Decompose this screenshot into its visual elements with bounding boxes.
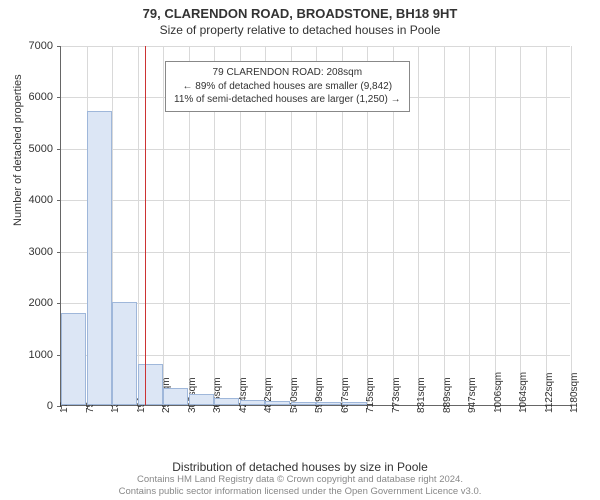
annotation-line-3: 11% of semi-detached houses are larger (… (174, 93, 401, 107)
x-tick-label: 831sqm (416, 377, 427, 413)
histogram-bar (87, 111, 112, 405)
x-tick-label: 1006sqm (493, 372, 504, 413)
gridline-v (444, 46, 445, 405)
histogram-bar (240, 400, 265, 405)
plot-wrap: 0100020003000400050006000700017sqm75sqm1… (60, 46, 570, 406)
x-tick-label: 1122sqm (544, 373, 555, 413)
annotation-line-1: 79 CLARENDON ROAD: 208sqm (174, 66, 401, 80)
histogram-bar (138, 364, 163, 405)
y-tick-label: 4000 (29, 194, 61, 206)
x-tick-label: 773sqm (391, 377, 402, 413)
histogram-bar (214, 398, 239, 405)
histogram-bar (189, 394, 214, 405)
gridline-v (546, 46, 547, 405)
gridline-v (495, 46, 496, 405)
y-axis-label: Number of detached properties (12, 74, 24, 226)
histogram-bar (316, 402, 341, 405)
footer-line-2: Contains public sector information licen… (0, 486, 600, 498)
chart-subtitle: Size of property relative to detached ho… (0, 21, 600, 37)
reference-line (145, 46, 146, 405)
x-tick-label: 657sqm (340, 377, 351, 413)
x-tick-label: 540sqm (289, 377, 300, 413)
histogram-bar (291, 402, 316, 405)
histogram-bar (265, 401, 290, 405)
x-tick-label: 947sqm (467, 377, 478, 413)
y-tick-label: 3000 (29, 246, 61, 258)
x-tick-label: 599sqm (314, 377, 325, 413)
x-tick-label: 889sqm (442, 377, 453, 413)
x-tick-label: 715sqm (365, 377, 376, 413)
y-tick-label: 2000 (29, 297, 61, 309)
gridline-v (418, 46, 419, 405)
page-title: 79, CLARENDON ROAD, BROADSTONE, BH18 9HT (0, 0, 600, 21)
gridline-v (520, 46, 521, 405)
x-tick-label: 424sqm (238, 377, 249, 413)
histogram-bar (342, 402, 367, 405)
annotation-box: 79 CLARENDON ROAD: 208sqm ← 89% of detac… (165, 61, 410, 112)
gridline-v (571, 46, 572, 405)
y-tick-label: 6000 (29, 91, 61, 103)
footer: Contains HM Land Registry data © Crown c… (0, 474, 600, 498)
gridline-v (469, 46, 470, 405)
chart-container: 79, CLARENDON ROAD, BROADSTONE, BH18 9HT… (0, 0, 600, 500)
x-axis-label: Distribution of detached houses by size … (0, 460, 600, 474)
y-tick-label: 1000 (29, 349, 61, 361)
gridline-v (138, 46, 139, 405)
annotation-line-2: ← 89% of detached houses are smaller (9,… (174, 80, 401, 94)
x-tick-label: 1180sqm (569, 373, 580, 413)
x-tick-label: 482sqm (263, 377, 274, 413)
gridline-v (163, 46, 164, 405)
histogram-bar (112, 302, 137, 405)
histogram-bar (163, 388, 188, 405)
y-tick-label: 5000 (29, 143, 61, 155)
x-tick-label: 1064sqm (518, 372, 529, 413)
y-tick-label: 7000 (29, 40, 61, 52)
footer-line-1: Contains HM Land Registry data © Crown c… (0, 474, 600, 486)
histogram-bar (61, 313, 86, 405)
